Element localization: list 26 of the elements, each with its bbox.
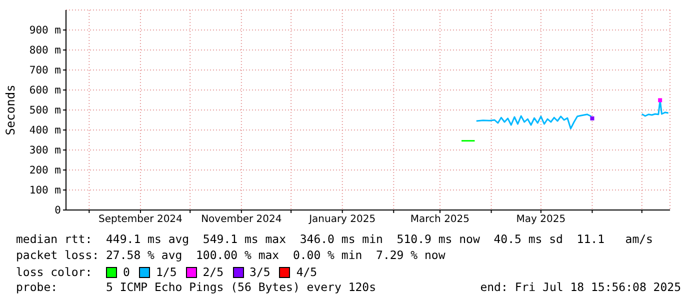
x-tick-label: November 2024 — [201, 214, 282, 226]
legend-label: 1/5 — [156, 265, 177, 279]
legend-label: 3/5 — [250, 265, 270, 279]
text: probe: 5 ICMP Echo Pings (56 Bytes) every 120s — [16, 280, 376, 296]
y-tick-label: 900 m — [29, 24, 61, 37]
text: packet loss: 27.58 % avg 100.00 % max 0.00 % min 7.29 % now — [16, 248, 446, 264]
y-tick-label: 100 m — [29, 184, 61, 197]
y-tick-label: 0 — [54, 204, 61, 217]
x-tick-label: January 2025 — [308, 214, 376, 226]
legend-label: 0 — [123, 265, 130, 279]
x-tick-label: September 2024 — [98, 214, 182, 226]
legend-label: 2/5 — [202, 265, 224, 279]
legend-label: 4/5 — [296, 265, 318, 279]
y-tick-label: 700 m — [29, 64, 61, 77]
legend-title: loss color: — [16, 265, 94, 279]
x-tick-label: May 2025 — [516, 214, 566, 226]
text: end: Fri Jul 18 15:56:08 2025 — [480, 280, 681, 296]
text: median rtt: 449.1 ms avg 549.1 ms max 346.0 ms min 510.9 ms now 40.5 ms sd 11.1 am/s — [16, 232, 654, 248]
y-axis-title: Seconds — [3, 84, 18, 136]
y-tick-label: 200 m — [29, 164, 61, 177]
y-tick-label: 400 m — [29, 124, 61, 137]
y-tick-label: 500 m — [29, 104, 61, 117]
x-tick-label: March 2025 — [410, 214, 470, 226]
y-tick-label: 800 m — [29, 44, 61, 57]
y-tick-label: 600 m — [29, 84, 61, 97]
y-tick-label: 300 m — [29, 144, 61, 157]
